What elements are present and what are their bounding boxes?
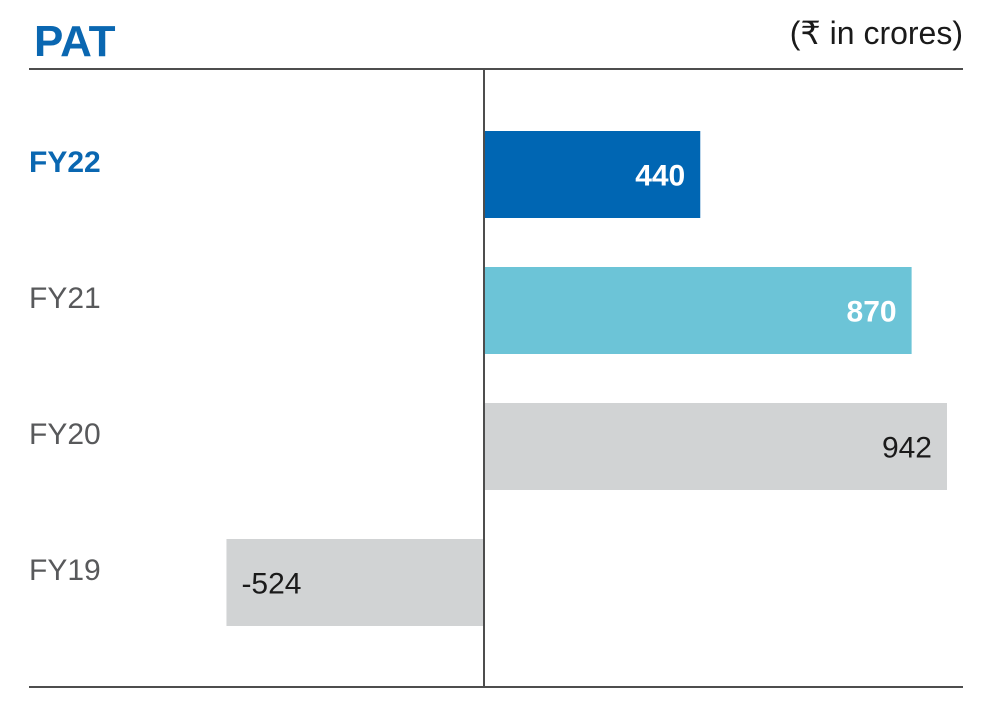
bar-fy20 bbox=[484, 403, 947, 490]
chart-title: PAT bbox=[34, 17, 116, 66]
bar-fy19 bbox=[226, 539, 484, 626]
unit-label: (₹ in crores) bbox=[790, 15, 963, 51]
category-label-fy22: FY22 bbox=[29, 146, 101, 179]
value-label-fy20: 942 bbox=[882, 432, 932, 465]
value-label-fy21: 870 bbox=[847, 296, 897, 329]
value-label-fy19: -524 bbox=[241, 568, 301, 601]
bars-group: 440 FY22 870 FY21 942 FY20 -524 FY19 bbox=[29, 131, 947, 626]
category-label-fy20: FY20 bbox=[29, 418, 101, 451]
bar-fy21 bbox=[484, 267, 912, 354]
category-label-fy19: FY19 bbox=[29, 554, 101, 587]
category-label-fy21: FY21 bbox=[29, 282, 101, 315]
bar-fy22 bbox=[484, 131, 701, 218]
value-label-fy22: 440 bbox=[635, 160, 685, 193]
